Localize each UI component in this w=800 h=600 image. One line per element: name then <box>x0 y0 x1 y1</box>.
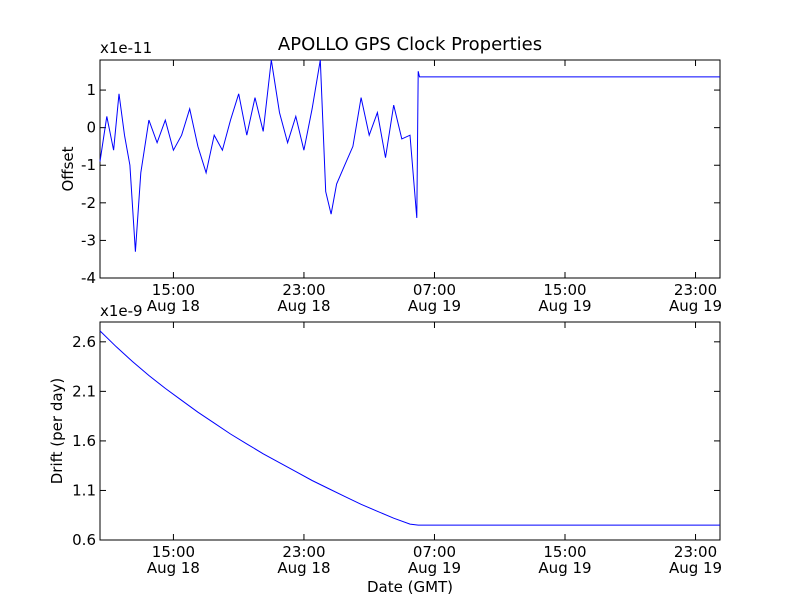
chart-title: APOLLO GPS Clock Properties <box>278 34 542 55</box>
drift-plot-frame <box>99 321 721 541</box>
drift-x-tick-hour: 23:00 <box>674 543 717 561</box>
offset-x-tick-hour: 23:00 <box>282 281 325 299</box>
drift-y-tick-label: 0.6 <box>72 531 96 549</box>
drift-y-tick-label: 2.6 <box>72 333 96 351</box>
offset-y-tick-label: -1 <box>81 156 96 174</box>
offset-y-tick-label: -3 <box>81 231 96 249</box>
x-axis-label: Date (GMT) <box>367 578 453 596</box>
offset-x-tick-day: Aug 19 <box>669 297 722 315</box>
offset-y-ticks: 1 0 -1 -2 -3 -4 <box>81 81 720 287</box>
offset-y-tick-label: -2 <box>81 194 96 212</box>
drift-x-tick-day: Aug 19 <box>538 559 591 577</box>
drift-y-axis-label: Drift (per day) <box>48 378 66 485</box>
drift-y-tick-label: 1.1 <box>72 481 96 499</box>
drift-panel: x1e-9 Drift (per day) Date (GMT) 2.6 2.1 1… <box>48 302 722 596</box>
offset-plot-frame <box>99 59 721 279</box>
drift-x-tick-hour: 07:00 <box>413 543 456 561</box>
offset-y-tick-label: 1 <box>86 81 96 99</box>
offset-series-line <box>99 59 720 252</box>
offset-x-tick-hour: 15:00 <box>152 281 195 299</box>
offset-x-tick-hour: 15:00 <box>543 281 586 299</box>
offset-x-tick-day: Aug 19 <box>538 297 591 315</box>
drift-multiplier: x1e-9 <box>100 302 143 320</box>
offset-y-axis-label: Offset <box>59 146 77 191</box>
drift-x-tick-day: Aug 18 <box>147 559 200 577</box>
drift-series-line <box>99 330 720 526</box>
drift-y-tick-label: 2.1 <box>72 382 96 400</box>
drift-y-ticks: 2.6 2.1 1.6 1.1 0.6 <box>72 333 720 549</box>
drift-x-tick-day: Aug 19 <box>669 559 722 577</box>
drift-x-tick-day: Aug 19 <box>408 559 461 577</box>
offset-x-tick-hour: 07:00 <box>413 281 456 299</box>
drift-x-tick-hour: 15:00 <box>152 543 195 561</box>
offset-x-tick-day: Aug 18 <box>147 297 200 315</box>
offset-x-tick-day: Aug 19 <box>408 297 461 315</box>
drift-y-tick-label: 1.6 <box>72 432 96 450</box>
drift-x-tick-hour: 15:00 <box>543 543 586 561</box>
offset-x-tick-day: Aug 18 <box>277 297 330 315</box>
offset-x-tick-hour: 23:00 <box>674 281 717 299</box>
drift-x-tick-day: Aug 18 <box>277 559 330 577</box>
offset-multiplier: x1e-11 <box>100 39 152 57</box>
offset-y-tick-label: 0 <box>86 119 96 137</box>
offset-y-tick-label: -4 <box>81 269 96 287</box>
drift-x-tick-hour: 23:00 <box>282 543 325 561</box>
